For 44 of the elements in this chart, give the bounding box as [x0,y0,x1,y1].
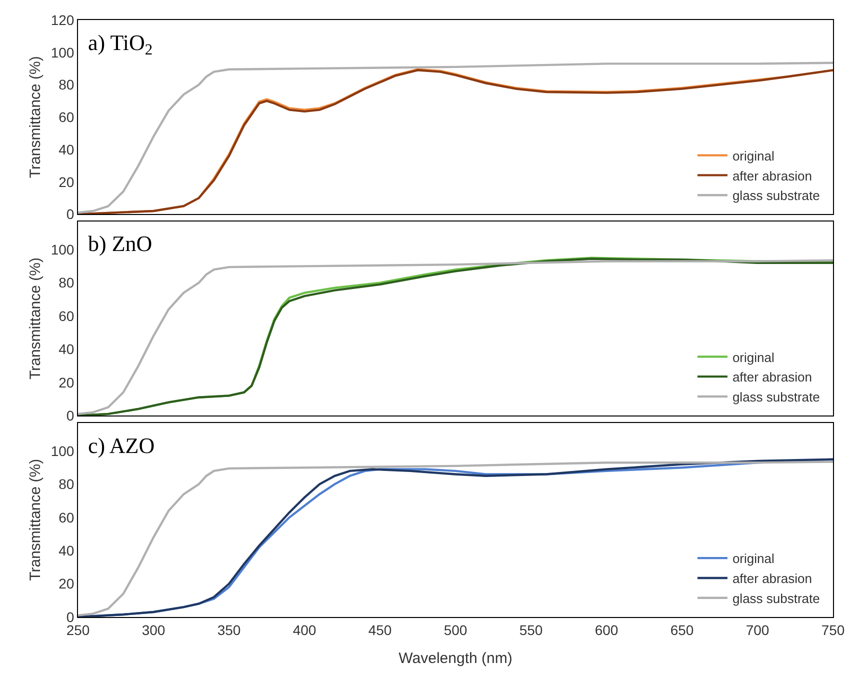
y-tick-label: 100 [50,44,74,60]
x-tick-label: 700 [746,622,770,638]
legend-label: after abrasion [732,370,812,385]
y-tick-label: 80 [58,476,74,492]
legend-label: glass substrate [732,590,820,606]
y-tick-label: 80 [58,274,74,291]
text: b) ZnO [88,231,152,256]
y-tick-label: 40 [58,542,74,558]
x-tick-label: 550 [519,622,543,638]
x-tick-label: 450 [368,622,392,638]
text: a) TiO$_{2}$ [88,30,153,59]
y-tick-label: 20 [58,374,74,390]
x-tick-label: 750 [821,622,845,638]
y-tick-label: 20 [58,576,74,592]
y-tick-label: 120 [50,12,74,28]
text: c) AZO [88,433,155,458]
legend-label: original [732,148,774,164]
y-tick-label: 0 [66,206,74,222]
x-axis-title: Wavelength (nm) [398,650,512,667]
y-axis-title: Transmittance (%) [27,258,44,380]
x-tick-label: 650 [670,622,694,638]
legend-label: after abrasion [732,168,812,184]
x-tick-label: 350 [217,622,241,638]
y-tick-label: 100 [50,442,74,459]
legend-label: after abrasion [732,571,812,586]
y-tick-label: 60 [58,109,74,126]
y-tick-label: 80 [58,76,74,93]
legend-label: original [732,551,774,566]
y-tick-label: 0 [66,408,74,424]
y-tick-label: 60 [58,509,74,526]
y-tick-label: 40 [58,341,74,358]
x-tick-label: 400 [292,622,316,638]
legend-label: original [732,350,774,365]
y-tick-label: 60 [58,308,74,324]
legend-label: glass substrate [732,188,820,204]
x-tick-label: 300 [142,622,166,638]
y-axis-title: Transmittance (%) [27,458,44,581]
y-tick-label: 40 [58,141,74,158]
x-tick-label: 500 [444,622,468,638]
legend-label: glass substrate [732,390,820,405]
y-axis-title: Transmittance (%) [27,56,44,178]
y-tick-label: 100 [50,242,74,258]
y-tick-label: 20 [58,174,74,190]
x-tick-label: 600 [594,622,618,638]
